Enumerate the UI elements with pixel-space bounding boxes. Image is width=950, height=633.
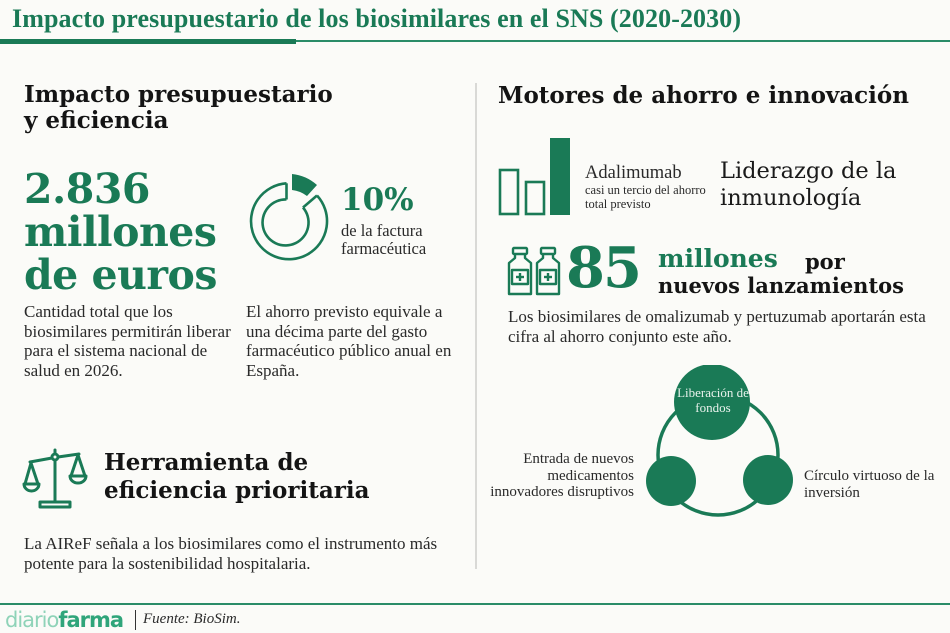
source-credit: Fuente: BioSim.	[143, 611, 241, 627]
leadership-headline: Liderazgo de la inmunología	[720, 158, 897, 211]
logo-separator	[135, 610, 136, 630]
adalimumab-description: casi un tercio del ahorro total previsto	[585, 183, 706, 211]
launches-suffix: por	[805, 249, 845, 274]
savings-unit-1: millones	[24, 208, 217, 256]
cycle-top-label: Liberación de fondos	[677, 385, 749, 415]
savings-description: Cantidad total que los biosimilares perm…	[24, 302, 231, 380]
cycle-node-right	[743, 455, 793, 505]
cycle-right-label: Círculo virtuoso de la inversión	[804, 468, 935, 501]
page-title: Impacto presupuestario de los biosimilar…	[12, 4, 742, 33]
title-rule-accent	[0, 39, 296, 44]
share-label: de la factura farmacéutica	[341, 221, 427, 258]
savings-unit-2: de euros	[24, 251, 217, 299]
savings-value: 2.836	[24, 165, 150, 213]
bar-chart-icon	[498, 138, 570, 216]
virtuous-cycle-diagram	[646, 365, 793, 517]
left-section-title: Impacto presupuestario y eficiencia	[24, 81, 333, 135]
diariofarma-logo[interactable]: diariofarma	[5, 608, 124, 632]
launches-value: 85	[566, 235, 642, 301]
medicine-vials-icon	[507, 246, 561, 296]
cycle-node-top	[674, 365, 750, 440]
donut-10-percent-icon	[249, 174, 329, 261]
scale-of-justice-icon	[22, 448, 88, 509]
title-rule	[0, 40, 950, 42]
launches-description: Los biosimilares de omalizumab y pertuzu…	[508, 307, 926, 346]
adalimumab-name: Adalimumab	[585, 163, 682, 183]
launches-unit: millones	[658, 244, 778, 273]
cycle-left-label: Entrada de nuevos medicamentos innovador…	[490, 451, 634, 500]
tool-title: Herramienta de eficiencia prioritaria	[104, 449, 370, 504]
tool-description: La AIReF señala a los biosimilares como …	[24, 534, 438, 573]
launches-label: nuevos lanzamientos	[658, 273, 904, 298]
share-value: 10%	[341, 182, 414, 218]
right-section-title: Motores de ahorro e innovación	[498, 82, 909, 109]
savings-figure: 2.836 millones de euros	[24, 168, 217, 297]
cycle-node-left	[646, 456, 696, 506]
column-divider	[475, 83, 477, 569]
share-description: El ahorro previsto equivale a una décima…	[246, 302, 452, 380]
footer-rule	[0, 603, 950, 605]
